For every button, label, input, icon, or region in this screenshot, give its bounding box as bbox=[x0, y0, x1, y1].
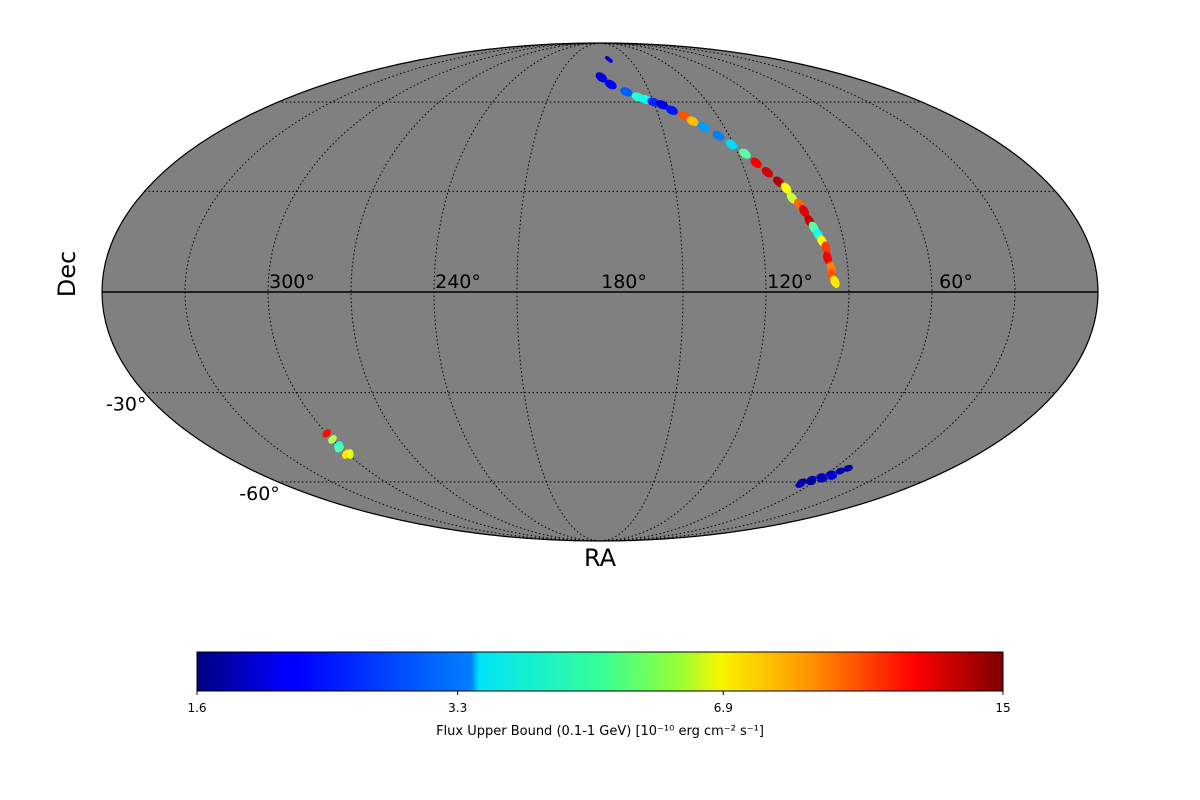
flux-pixel bbox=[607, 57, 613, 63]
meridian-line bbox=[599, 43, 1016, 541]
flux-pixel bbox=[830, 275, 840, 288]
flux-pixel bbox=[604, 79, 617, 90]
flux-pixel bbox=[843, 464, 853, 472]
colorbar-gradient-bar bbox=[196, 651, 1004, 692]
dec-tick-labels: -30° -60° bbox=[106, 394, 280, 505]
region-south-east-patch bbox=[795, 464, 853, 488]
ra-tick-label: 60° bbox=[939, 271, 973, 293]
ra-tick-labels: 300° 240° 180° 120° 60° bbox=[269, 271, 973, 293]
flux-regions bbox=[322, 56, 853, 488]
flux-pixel bbox=[761, 166, 774, 178]
flux-pixel bbox=[817, 475, 828, 483]
colorbar-tick-label: 15 bbox=[995, 701, 1010, 715]
dec-tick-label: -60° bbox=[239, 483, 280, 505]
flux-pixel bbox=[712, 130, 725, 141]
flux-pixel bbox=[686, 116, 699, 127]
flux-pixel bbox=[334, 444, 344, 453]
meridian-line bbox=[184, 43, 601, 541]
region-arc bbox=[595, 72, 840, 288]
flux-pixel bbox=[823, 251, 832, 265]
flux-pixel bbox=[750, 157, 762, 169]
flux-pixel bbox=[620, 87, 633, 97]
dec-tick-label: -30° bbox=[106, 394, 147, 416]
flux-pixel bbox=[655, 100, 669, 110]
ra-tick-label: 300° bbox=[269, 271, 315, 293]
ra-tick-label: 240° bbox=[435, 271, 481, 293]
flux-pixel bbox=[821, 241, 831, 255]
colorbar-tick-label: 6.9 bbox=[714, 701, 733, 715]
flux-pixel bbox=[665, 105, 678, 115]
flux-pixel bbox=[827, 473, 838, 480]
sky-map-border bbox=[101, 42, 1099, 542]
flux-pixel bbox=[835, 467, 846, 475]
colorbar: 1.6 3.3 6.9 15 bbox=[187, 651, 1011, 715]
flux-pixel bbox=[346, 449, 354, 460]
ra-tick-label: 120° bbox=[767, 271, 813, 293]
flux-pixel bbox=[328, 435, 337, 444]
flux-pixel bbox=[799, 205, 809, 217]
flux-pixel bbox=[595, 72, 608, 83]
colorbar-tick-label: 1.6 bbox=[187, 701, 206, 715]
flux-pixel bbox=[697, 122, 710, 132]
flux-pixel bbox=[795, 480, 805, 488]
x-axis-label: RA bbox=[584, 544, 617, 572]
ra-tick-label: 180° bbox=[601, 271, 647, 293]
y-axis-label: Dec bbox=[53, 251, 81, 297]
region-north-patch bbox=[604, 56, 613, 63]
flux-pixel bbox=[739, 148, 751, 159]
region-south-west-patch bbox=[322, 429, 354, 460]
colorbar-tick-label: 3.3 bbox=[448, 701, 467, 715]
flux-pixel bbox=[780, 182, 792, 194]
flux-pixel bbox=[806, 478, 817, 486]
colorbar-label: Flux Upper Bound (0.1-1 GeV) [10⁻¹⁰ erg … bbox=[436, 724, 764, 739]
flux-pixel bbox=[725, 139, 738, 150]
flux-pixel bbox=[322, 429, 332, 438]
